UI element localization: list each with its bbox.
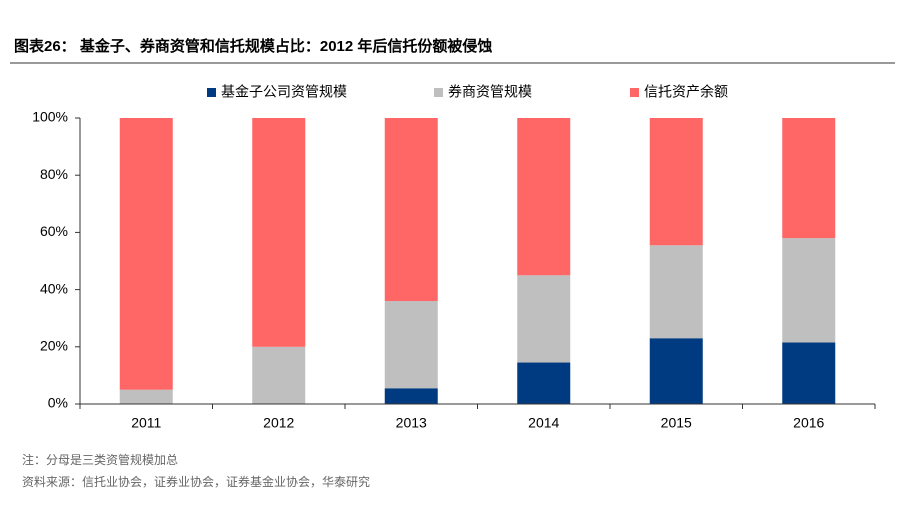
bar-segment [649, 245, 703, 339]
source-note: 资料来源：信托业协会，证券业协会，证券基金业协会，华泰研究 [22, 474, 370, 489]
bar-segment [119, 118, 173, 390]
y-tick-label: 20% [40, 338, 68, 354]
bar-segment [782, 118, 836, 239]
chart-title: 图表26： 基金子、券商资管和信托规模占比：2012 年后信托份额被侵蚀 [14, 37, 492, 55]
bar-segment [252, 118, 306, 347]
note: 注：分母是三类资管规模加总 [22, 452, 178, 467]
bar-segment [517, 275, 571, 363]
legend-swatch [630, 88, 639, 97]
legend-label: 券商资管规模 [448, 84, 532, 100]
x-tick-label: 2012 [263, 415, 294, 431]
bar-segment [517, 118, 571, 276]
y-tick-label: 0% [48, 395, 68, 411]
x-tick-label: 2014 [528, 415, 559, 431]
x-tick-label: 2016 [793, 415, 824, 431]
legend-label: 信托资产余额 [644, 84, 728, 100]
bar-segment [384, 118, 438, 302]
bar-segment [384, 388, 438, 404]
legend-swatch [434, 88, 443, 97]
legend-swatch [207, 88, 216, 97]
y-tick-label: 80% [40, 166, 68, 182]
bar-segment [384, 301, 438, 389]
bar-segment [782, 238, 836, 343]
bar-segment [517, 362, 571, 404]
y-tick-label: 40% [40, 280, 68, 296]
x-tick-label: 2015 [661, 415, 692, 431]
bar-segment [119, 389, 173, 404]
y-tick-label: 60% [40, 223, 68, 239]
legend-label: 基金子公司资管规模 [221, 84, 347, 100]
bar-segment [649, 118, 703, 246]
bar-segment [252, 346, 306, 404]
x-tick-label: 2013 [396, 415, 427, 431]
y-tick-label: 100% [32, 109, 68, 125]
bar-segment [649, 338, 703, 404]
bar-segment [782, 342, 836, 404]
x-tick-label: 2011 [131, 415, 161, 431]
